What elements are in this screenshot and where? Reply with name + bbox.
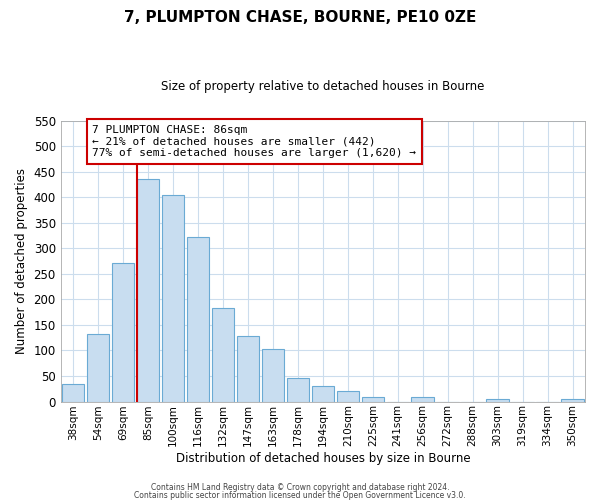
Bar (137, 180, 159, 402)
Title: Size of property relative to detached houses in Bourne: Size of property relative to detached ho… (161, 80, 485, 93)
X-axis label: Distribution of detached houses by size in Bourne: Distribution of detached houses by size … (176, 452, 470, 465)
Text: Contains HM Land Registry data © Crown copyright and database right 2024.: Contains HM Land Registry data © Crown c… (151, 484, 449, 492)
Bar (62, 384, 85, 402)
Text: 7 PLUMPTON CHASE: 86sqm
← 21% of detached houses are smaller (442)
77% of semi-d: 7 PLUMPTON CHASE: 86sqm ← 21% of detache… (92, 125, 416, 158)
Bar (187, 237, 209, 402)
Bar (362, 398, 384, 402)
Bar (561, 399, 584, 402)
Bar (262, 349, 284, 402)
Bar (337, 391, 359, 402)
Bar (311, 386, 334, 402)
Bar (412, 398, 434, 402)
Bar (212, 308, 234, 402)
Bar (87, 334, 109, 402)
Text: 7, PLUMPTON CHASE, BOURNE, PE10 0ZE: 7, PLUMPTON CHASE, BOURNE, PE10 0ZE (124, 10, 476, 25)
Bar (112, 262, 134, 402)
Bar (162, 194, 184, 402)
Text: Contains public sector information licensed under the Open Government Licence v3: Contains public sector information licen… (134, 490, 466, 500)
Bar (236, 336, 259, 402)
Bar (287, 378, 309, 402)
Bar (487, 399, 509, 402)
Y-axis label: Number of detached properties: Number of detached properties (15, 168, 28, 354)
